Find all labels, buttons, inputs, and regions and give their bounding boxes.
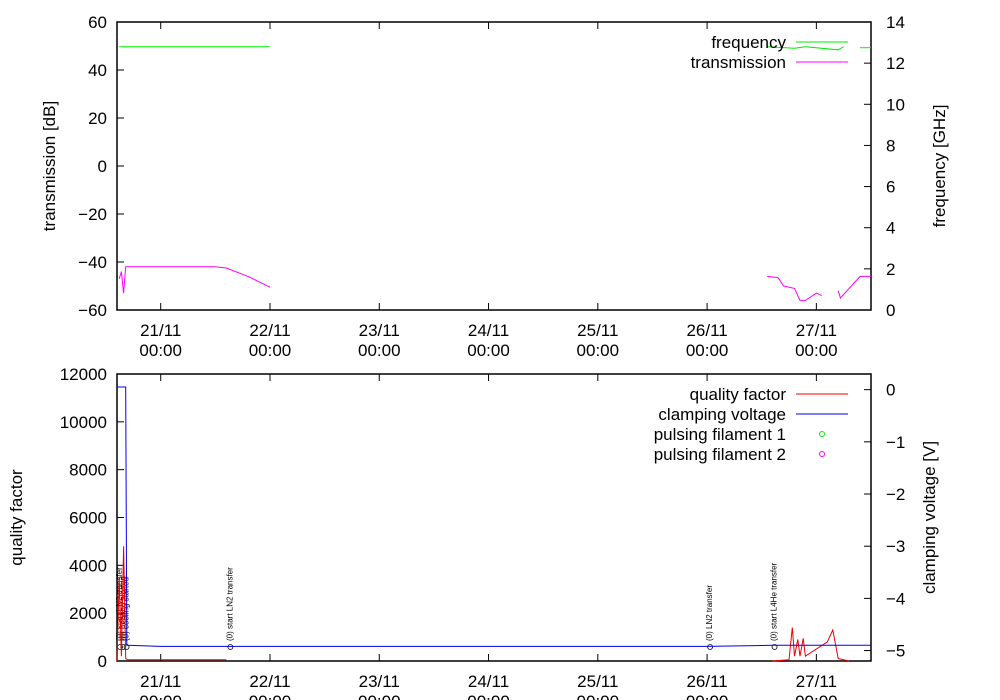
top-x-tick-label-date: 24/11 <box>468 321 509 340</box>
bottom-legend-label: clamping voltage <box>658 405 786 424</box>
top-right-tick-label: 8 <box>886 136 895 155</box>
top-right-tick-label: 0 <box>886 301 895 320</box>
bottom-x-tick-label-date: 21/11 <box>140 672 181 691</box>
bottom-left-tick-label: 6000 <box>69 509 107 528</box>
top-x-tick-label-time: 00:00 <box>249 341 292 360</box>
bottom-x-tick-label-time: 00:00 <box>577 692 620 700</box>
bottom-series-quality-factor <box>772 627 850 662</box>
bottom-x-tick-label-date: 22/11 <box>249 672 290 691</box>
bottom-left-tick-label: 2000 <box>69 604 107 623</box>
bottom-x-tick-label-date: 24/11 <box>468 672 509 691</box>
top-left-tick-label: 40 <box>88 61 107 80</box>
bottom-annotation-label: (0) cooling started <box>122 577 131 641</box>
bottom-annotation-label: (0) start LN2 transfer <box>225 567 234 641</box>
top-right-tick-label: 6 <box>886 178 895 197</box>
bottom-legend-label: pulsing filament 1 <box>654 425 786 444</box>
top-y2-axis-title: frequency [GHz] <box>930 105 949 228</box>
bottom-x-tick-label-time: 00:00 <box>358 692 401 700</box>
bottom-right-tick-label: −2 <box>886 485 905 504</box>
bottom-left-tick-label: 10000 <box>60 413 107 432</box>
top-right-tick-label: 2 <box>886 260 895 279</box>
bottom-legend-marker <box>819 431 825 437</box>
bottom-x-tick-label-date: 26/11 <box>686 672 727 691</box>
bottom-right-tick-label: −1 <box>886 433 905 452</box>
top-right-tick-label: 4 <box>886 219 895 238</box>
top-x-tick-label-time: 00:00 <box>795 341 838 360</box>
top-x-tick-label-date: 23/11 <box>359 321 400 340</box>
bottom-x-tick-label-time: 00:00 <box>467 692 510 700</box>
top-x-tick-label-time: 00:00 <box>358 341 401 360</box>
top-left-tick-label: 0 <box>98 157 107 176</box>
bottom-left-tick-label: 4000 <box>69 556 107 575</box>
top-x-tick-label-date: 26/11 <box>686 321 727 340</box>
bottom-x-tick-label-date: 27/11 <box>796 672 837 691</box>
bottom-left-tick-label: 12000 <box>60 365 107 384</box>
top-left-tick-label: 20 <box>88 109 107 128</box>
top-x-tick-label-date: 22/11 <box>249 321 290 340</box>
bottom-left-tick-label: 0 <box>98 652 107 671</box>
bottom-x-tick-label-time: 00:00 <box>795 692 838 700</box>
top-left-tick-label: −60 <box>78 301 107 320</box>
bottom-right-tick-label: 0 <box>886 381 895 400</box>
bottom-legend-label: pulsing filament 2 <box>654 445 786 464</box>
top-x-tick-label-date: 25/11 <box>577 321 618 340</box>
top-y-axis-title: transmission [dB] <box>40 101 59 231</box>
top-x-tick-label-time: 00:00 <box>686 341 729 360</box>
top-x-tick-label-time: 00:00 <box>139 341 182 360</box>
top-left-tick-label: 60 <box>88 13 107 32</box>
bottom-annotation-marker <box>227 644 234 650</box>
top-series-frequency <box>767 46 844 51</box>
top-x-tick-label-time: 00:00 <box>577 341 620 360</box>
bottom-annotation-label: (0) LN2 transfer <box>705 585 714 641</box>
bottom-x-tick-label-time: 00:00 <box>686 692 729 700</box>
bottom-x-tick-label-date: 23/11 <box>359 672 400 691</box>
bottom-annotation-marker <box>771 644 778 650</box>
top-legend-label: frequency <box>711 33 786 52</box>
top-left-tick-label: −40 <box>78 253 107 272</box>
top-left-tick-label: −20 <box>78 205 107 224</box>
top-right-tick-label: 10 <box>886 95 905 114</box>
bottom-series-quality-factor <box>116 546 227 662</box>
bottom-x-tick-label-time: 00:00 <box>249 692 292 700</box>
bottom-legend-marker <box>819 451 825 457</box>
bottom-left-tick-label: 8000 <box>69 461 107 480</box>
top-x-tick-label-time: 00:00 <box>467 341 510 360</box>
bottom-annotation-marker <box>707 644 713 650</box>
top-x-tick-label-date: 27/11 <box>796 321 837 340</box>
bottom-right-tick-label: −3 <box>886 537 905 556</box>
bottom-legend-label: quality factor <box>690 385 787 404</box>
bottom-series-clamping-voltage <box>117 386 871 647</box>
bottom-right-tick-label: −5 <box>886 642 905 661</box>
top-series-transmission <box>837 275 871 299</box>
bottom-x-tick-label-time: 00:00 <box>139 692 182 700</box>
top-series-transmission <box>767 275 823 301</box>
bottom-annotation-label: (0) start L4He transfer <box>770 562 779 641</box>
bottom-y-axis-title: quality factor <box>7 469 26 566</box>
top-right-tick-label: 14 <box>886 13 905 32</box>
bottom-right-tick-label: −4 <box>886 589 905 608</box>
bottom-y2-axis-title: clamping voltage [V] <box>920 441 939 594</box>
top-right-tick-label: 12 <box>886 54 905 73</box>
top-x-tick-label-date: 21/11 <box>140 321 181 340</box>
top-series-transmission <box>118 266 271 294</box>
top-legend-label: transmission <box>691 53 786 72</box>
bottom-x-tick-label-date: 25/11 <box>577 672 618 691</box>
